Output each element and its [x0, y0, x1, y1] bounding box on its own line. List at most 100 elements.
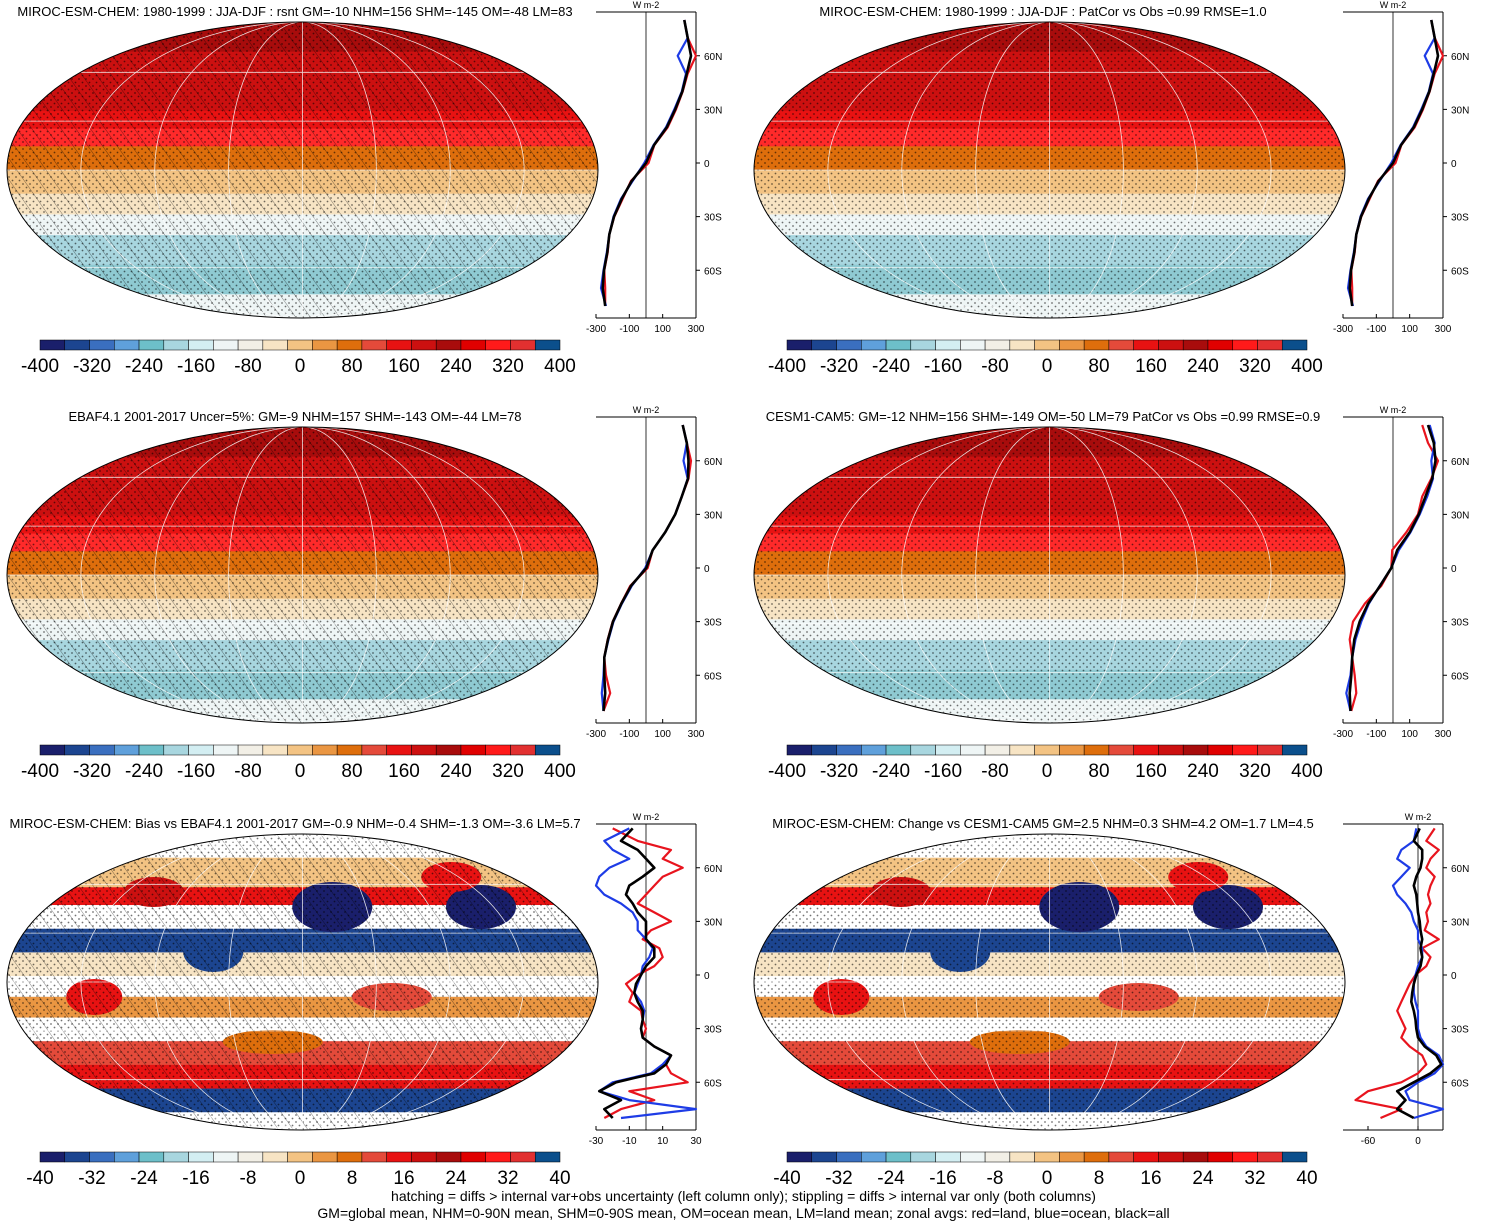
graticule: [754, 22, 1345, 318]
colorbar-tick-label: 320: [1239, 761, 1271, 782]
colorbar-swatch: [188, 744, 214, 756]
profile-lat-tick-label: 60S: [704, 1078, 722, 1089]
graticule-meridian: [80, 22, 525, 318]
colorbar-tick-label: 400: [1291, 356, 1323, 377]
graticule-meridian: [975, 427, 1124, 723]
panel-title-0: MIROC-ESM-CHEM: 1980-1999 : JJA-DJF : rs…: [17, 4, 572, 19]
colorbar-tick-label: 320: [492, 761, 524, 782]
colorbar-tick-label: 0: [295, 1168, 306, 1189]
colorbar-tick-label: 160: [388, 356, 420, 377]
colorbar-swatch: [287, 339, 313, 351]
colorbar-tick-label: -240: [125, 761, 163, 782]
profile-3: W m-2 -300 -100 100 300 60N 30N 0 30S 60S: [1333, 405, 1469, 740]
profile-x-tick-label: 300: [1435, 729, 1452, 740]
colorbar-swatch: [1059, 744, 1085, 756]
colorbar-swatch: [861, 1151, 887, 1163]
graticule-meridian: [827, 834, 1272, 1130]
colorbar-swatch: [910, 1151, 936, 1163]
colorbar-swatch: [386, 1151, 412, 1163]
profile-x-tick-label: 300: [1435, 324, 1452, 335]
profile-x-tick-label: -300: [1333, 729, 1353, 740]
profile-lat-tick-label: 0: [704, 971, 710, 982]
panel-title-3: CESM1-CAM5: GM=-12 NHM=156 SHM=-149 OM=-…: [766, 409, 1321, 424]
colorbar-swatch: [1133, 744, 1159, 756]
profile-lat-tick-label: 0: [1451, 159, 1457, 170]
colorbar-tick-label: 24: [445, 1168, 467, 1189]
colorbar-tick-label: -16: [929, 1168, 956, 1189]
colorbar-swatch: [237, 1151, 264, 1163]
colorbar-swatch: [89, 1151, 115, 1163]
colorbar-tick-label: 32: [1244, 1168, 1265, 1189]
colorbar-swatch: [510, 339, 536, 351]
colorbar-tick-label: 400: [1291, 761, 1323, 782]
graticule: [7, 427, 598, 723]
colorbar-swatch: [861, 339, 887, 351]
colorbar-tick-label: -80: [234, 356, 261, 377]
colorbar-tick-label: -400: [21, 761, 59, 782]
profile-lat-tick-label: 30S: [1451, 618, 1469, 629]
colorbar-swatch: [114, 1151, 140, 1163]
profile-lat-tick-label: 30N: [1451, 510, 1469, 521]
panel-title-2: EBAF4.1 2001-2017 Uncer=5%: GM=-9 NHM=15…: [68, 409, 521, 424]
colorbar-swatch: [411, 744, 437, 756]
profile-unit-label: W m-2: [1405, 812, 1432, 822]
map-panel-1: [753, 21, 1346, 319]
profile-lat-tick-label: 30S: [704, 618, 722, 629]
colorbar-tick-label: 40: [549, 1168, 570, 1189]
colorbar-tick-label: -8: [240, 1168, 257, 1189]
colorbar-swatch: [411, 339, 437, 351]
colorbar-swatch: [138, 339, 165, 351]
graticule: [7, 22, 598, 318]
colorbar-swatch: [386, 744, 412, 756]
map-outline: [6, 426, 599, 724]
colorbar-swatch: [510, 1151, 536, 1163]
colorbar-swatch: [262, 339, 288, 351]
profile-lat-tick-label: 0: [1451, 564, 1457, 575]
colorbar-tick-label: 16: [393, 1168, 414, 1189]
colorbar-swatch: [935, 744, 961, 756]
colorbar-swatch: [435, 339, 462, 351]
profile-x-tick-label: 100: [654, 324, 671, 335]
colorbar-tick-label: -80: [981, 356, 1008, 377]
profile-line-all: [602, 424, 690, 712]
profile-lat-tick-label: 60S: [704, 266, 722, 277]
colorbar-swatch: [1133, 1151, 1159, 1163]
colorbar-swatch: [213, 744, 239, 756]
colorbar-tick-label: -24: [130, 1168, 158, 1189]
colorbar-swatch: [811, 339, 837, 351]
graticule-meridian: [154, 834, 451, 1130]
colorbar-tick-label: 320: [1239, 356, 1271, 377]
colorbar-tick-label: 8: [347, 1168, 358, 1189]
map-panel-0: [6, 21, 599, 319]
colorbar-swatch: [361, 1151, 387, 1163]
colorbar-tick-label: -400: [768, 761, 806, 782]
colorbar-swatch: [1232, 744, 1258, 756]
profile-x-tick-label: -10: [622, 1136, 637, 1147]
colorbar-swatch: [786, 744, 813, 756]
profile-unit-label: W m-2: [1380, 405, 1407, 415]
graticule: [754, 834, 1345, 1130]
colorbar-swatch: [836, 339, 862, 351]
colorbar-swatch: [336, 339, 363, 351]
map-panel-2: [6, 426, 599, 724]
colorbar-tick-label: -320: [73, 356, 111, 377]
colorbar-swatch: [1083, 339, 1110, 351]
colorbar-tick-label: -160: [177, 356, 215, 377]
colorbar-tick-label: 320: [492, 356, 524, 377]
colorbar-tick-label: 40: [1296, 1168, 1317, 1189]
map-panel-4: [6, 833, 599, 1131]
colorbar-tick-label: 24: [1192, 1168, 1214, 1189]
profile-line-all: [1348, 424, 1437, 712]
colorbar-tick-label: -40: [26, 1168, 53, 1189]
colorbar-tick-label: -320: [820, 356, 858, 377]
colorbar-tick-label: -240: [872, 761, 910, 782]
colorbar-tick-label: 80: [341, 761, 362, 782]
colorbar-swatch: [138, 744, 165, 756]
colorbar-swatch: [163, 1151, 189, 1163]
colorbar-swatch: [188, 1151, 214, 1163]
colorbar-swatch: [213, 1151, 239, 1163]
profile-x-tick-label: -30: [589, 1136, 604, 1147]
colorbar-tick-label: -240: [125, 356, 163, 377]
colorbar-tick-label: 0: [1042, 356, 1053, 377]
profile-lat-tick-label: 60S: [1451, 266, 1469, 277]
